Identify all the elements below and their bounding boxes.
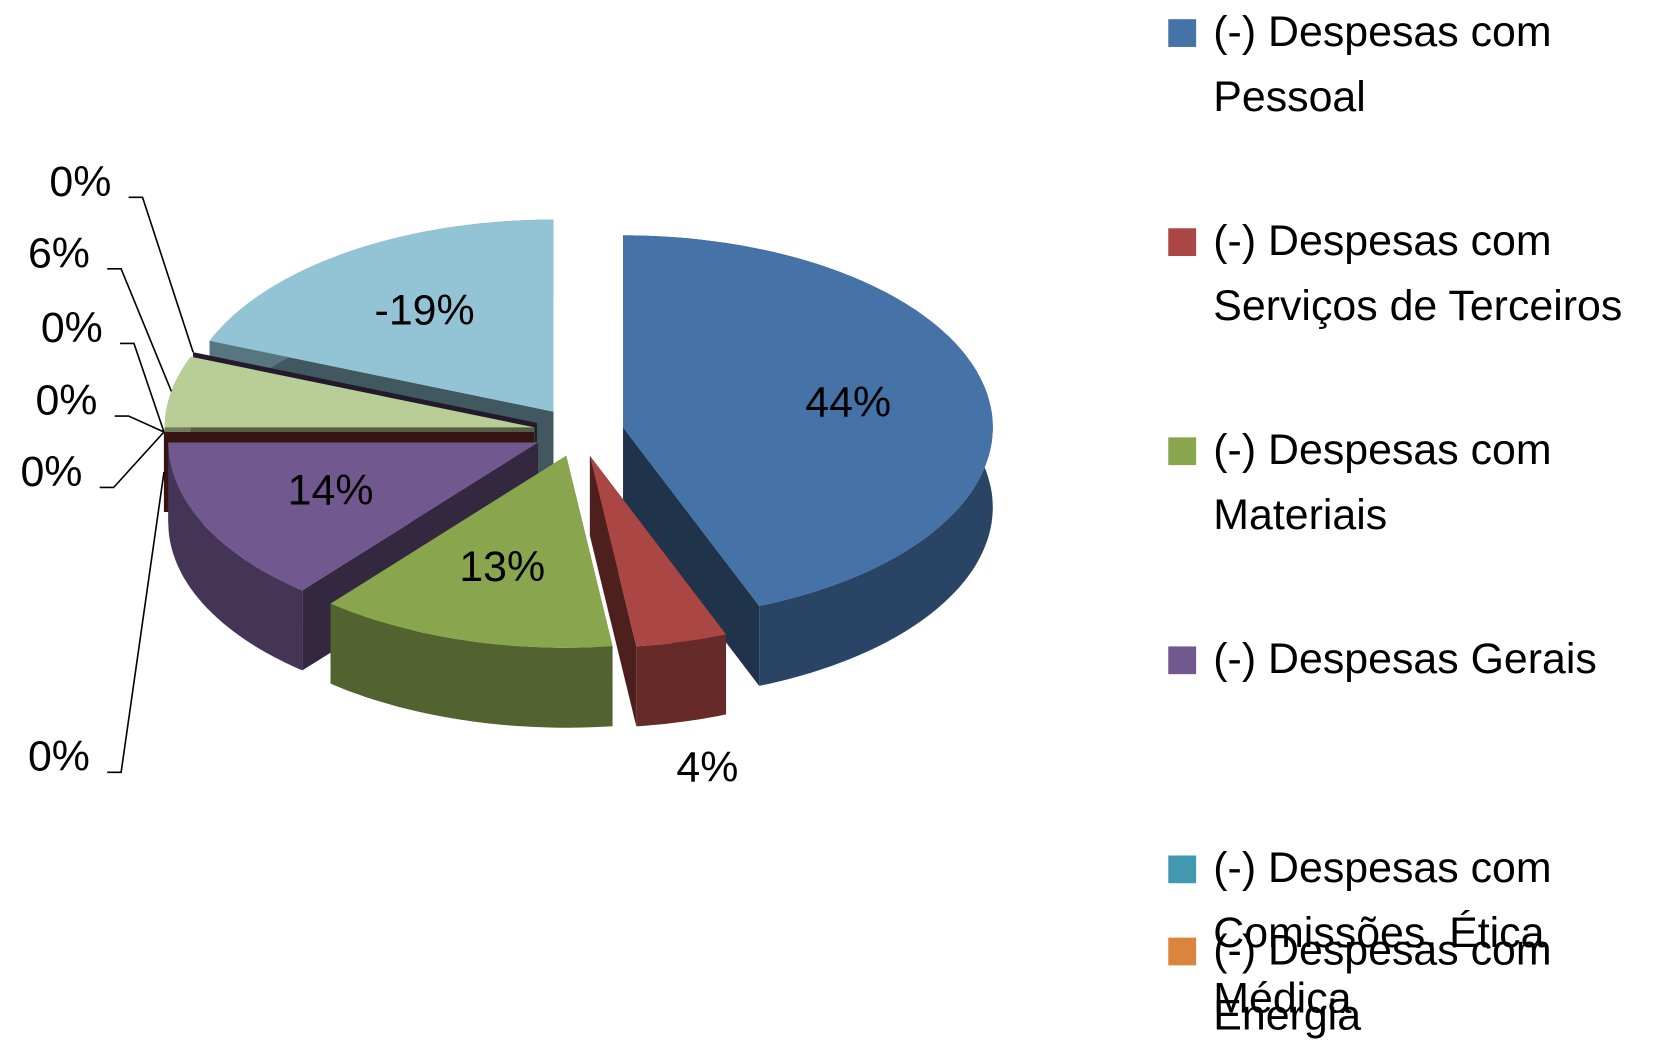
slice-wall	[589, 455, 637, 727]
data-label: 13%	[459, 543, 545, 591]
pie-slice	[623, 235, 993, 686]
slice-side	[168, 442, 303, 671]
data-label: 0%	[20, 448, 82, 496]
data-label: 0%	[35, 377, 97, 425]
data-label: 14%	[288, 467, 374, 515]
legend-swatch	[1168, 19, 1197, 47]
pie-slice	[330, 455, 613, 728]
slice-top	[623, 235, 993, 606]
pie-area: 44% 4% 13% 14% 0% 0% 0% 0% 6% 0% -19%	[20, 158, 993, 792]
leader-line	[128, 196, 194, 353]
slice-top	[193, 352, 537, 423]
slice-side	[330, 603, 613, 728]
legend-swatch	[1168, 437, 1197, 466]
data-label: 6%	[28, 229, 90, 277]
legend-swatch	[1168, 228, 1197, 257]
slice-top	[589, 455, 727, 647]
legend-swatch	[1168, 937, 1197, 966]
slice-top	[330, 455, 613, 648]
leader-line	[120, 342, 165, 433]
legend-label: (-) Despesas com Energia	[1213, 926, 1552, 1039]
legend-label: (-) Despesas com Comissões, Ética Médica	[1213, 844, 1552, 1022]
slice-top	[164, 356, 535, 428]
legend-label: (-) Despesas Gerais	[1213, 635, 1597, 683]
legend-label: (-) Despesas com Pessoal	[1213, 8, 1552, 121]
legend-label: (-) Despesas com Serviços de Terceiros	[1213, 217, 1623, 330]
leader-line	[114, 415, 165, 433]
data-label: 0%	[41, 304, 103, 352]
legend-label: (-) Despesas com Materiais	[1213, 426, 1552, 539]
slice-wall	[623, 427, 760, 686]
slice-top	[209, 219, 554, 412]
data-label: 44%	[805, 378, 891, 426]
legend-swatch	[1168, 646, 1197, 675]
leader-line	[107, 471, 165, 774]
data-label: 0%	[28, 733, 90, 781]
slice-top	[168, 442, 539, 591]
slice-side	[636, 634, 727, 727]
data-label: 4%	[676, 744, 738, 792]
data-label: 0%	[49, 158, 111, 206]
pie-slice	[589, 455, 727, 727]
leader-line	[107, 268, 173, 392]
legend-swatch	[1168, 855, 1197, 884]
data-label: -19%	[375, 287, 475, 335]
leader-line	[99, 431, 165, 489]
